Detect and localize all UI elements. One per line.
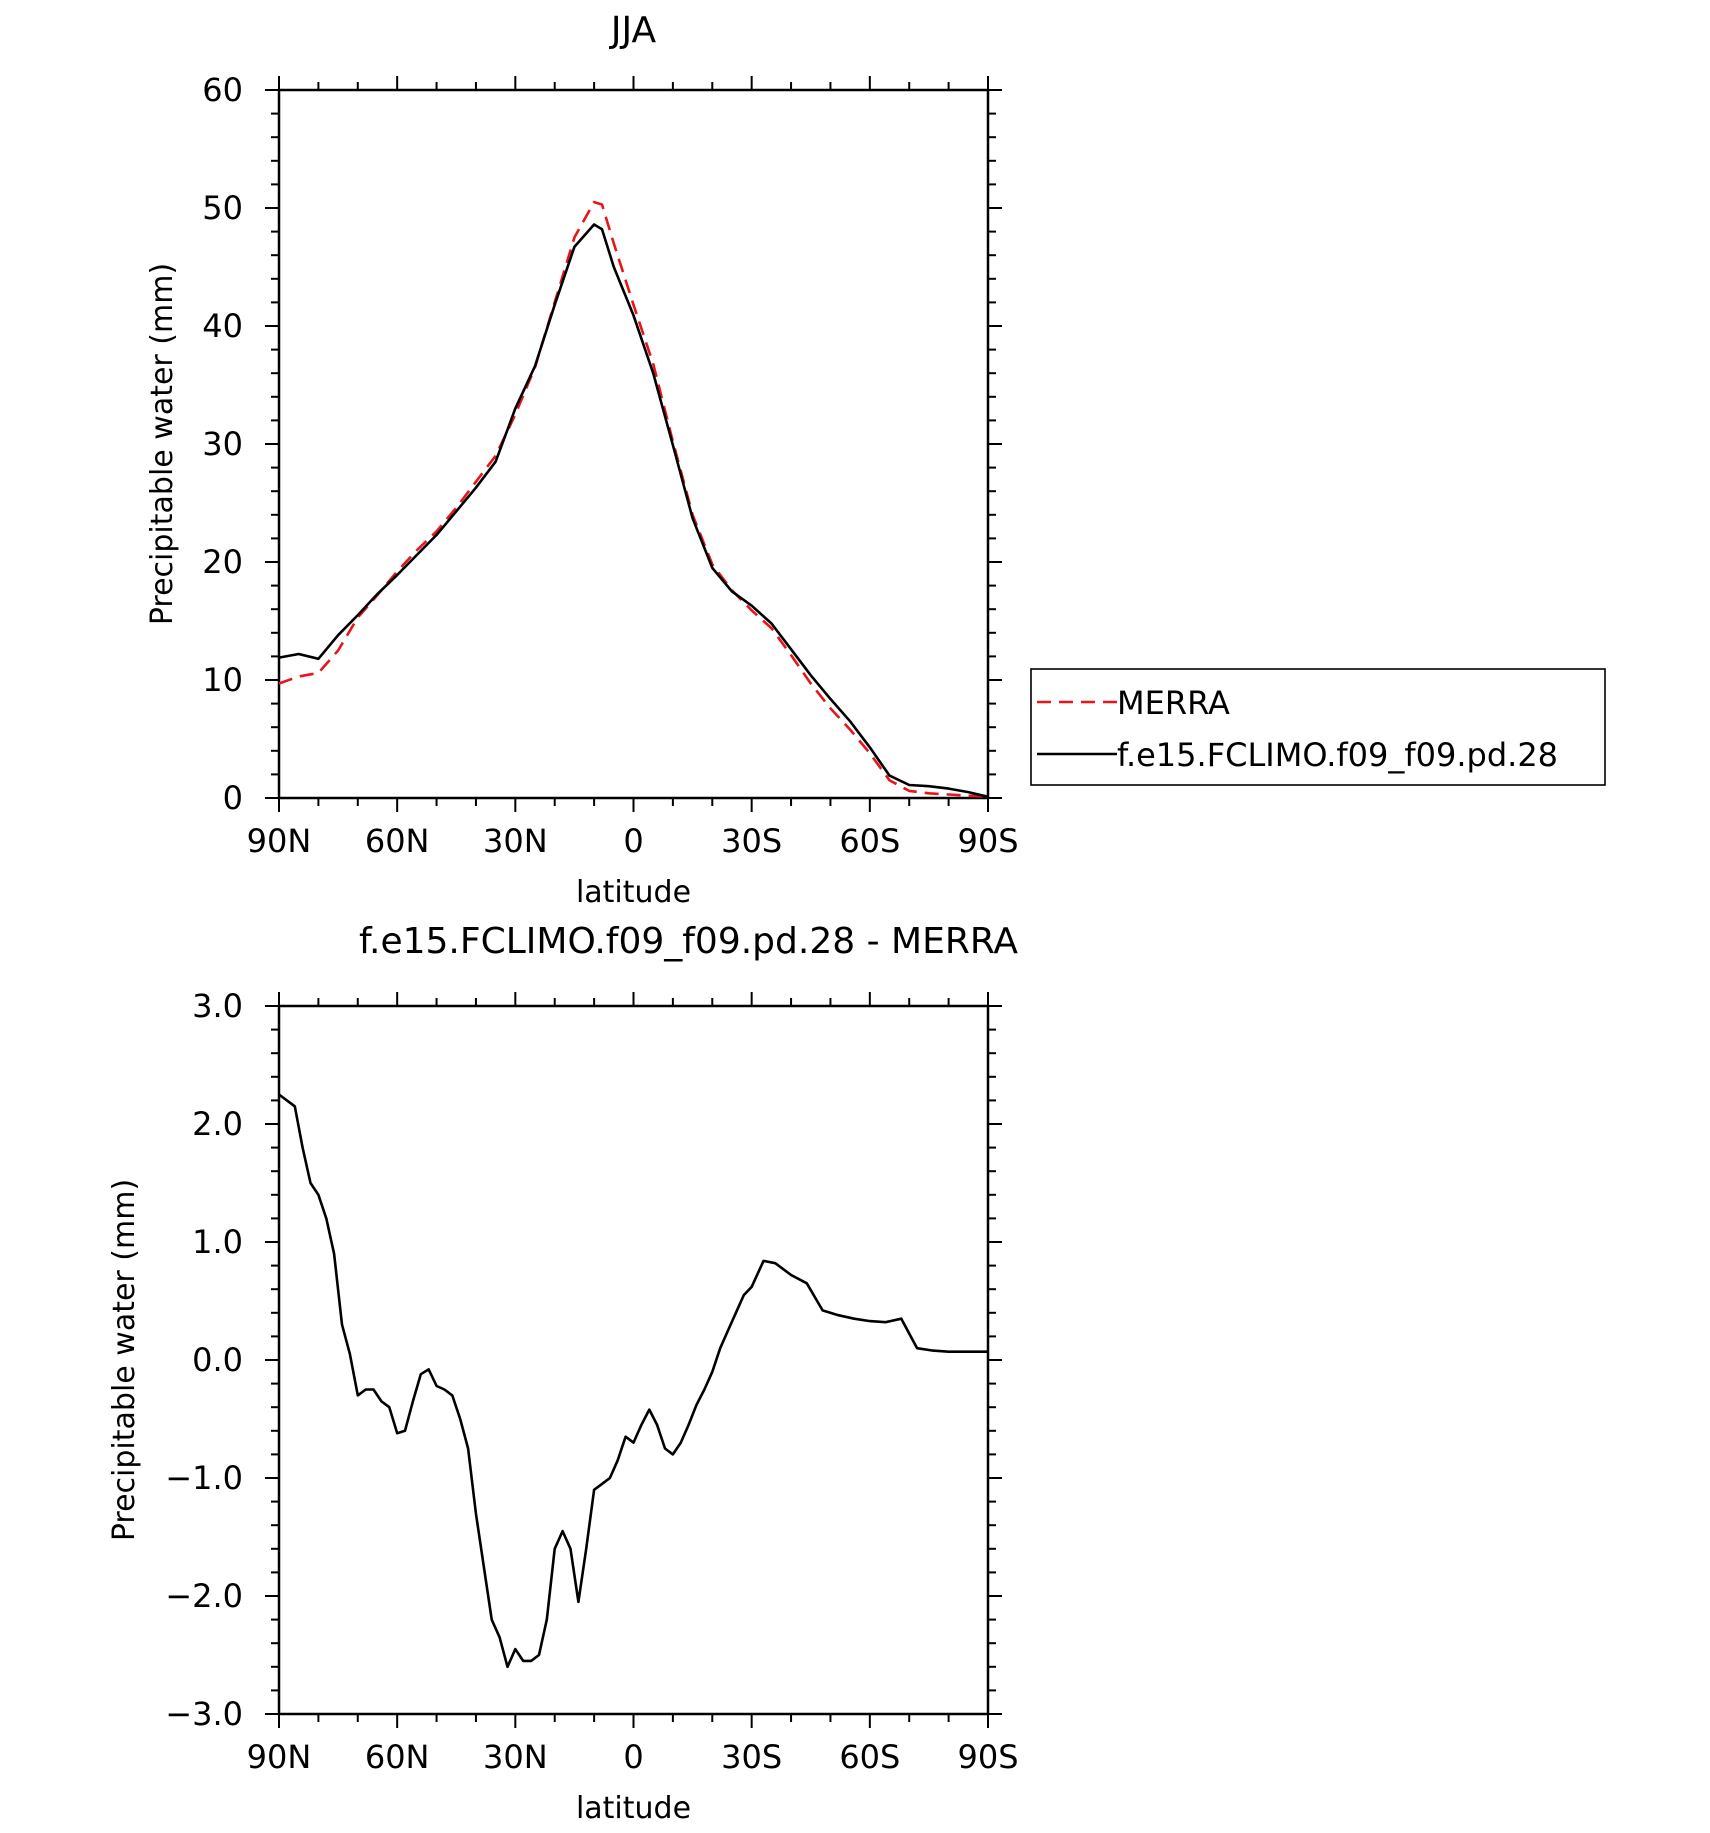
y-tick-label: −1.0 — [165, 1459, 243, 1497]
y-tick-label: 20 — [202, 543, 243, 581]
x-tick-label: 60S — [839, 1738, 900, 1776]
x-tick-label: 0 — [623, 1738, 643, 1776]
y-tick-label: 0 — [223, 779, 243, 817]
x-tick-label: 90S — [957, 822, 1018, 860]
x-tick-label: 60N — [365, 822, 430, 860]
series-line-difference — [278, 1093, 988, 1669]
x-tick-label: 30S — [721, 1738, 782, 1776]
y-axis-label: Precipitable water (mm) — [107, 1179, 142, 1541]
series-line-merra — [278, 200, 989, 799]
y-axis-label: Precipitable water (mm) — [145, 263, 180, 625]
chart-panel-2: f.e15.FCLIMO.f09_f09.pd.28 - MERRA 90N 60N… — [107, 921, 1019, 1826]
y-tick-label: 30 — [202, 425, 243, 463]
x-tick-label: 90N — [247, 822, 312, 860]
chart-panel-1: JJA 90N 60N 30N 0 30S 60S 90S 0 10 20 30 40 50 60 latit… — [145, 10, 1606, 910]
x-tick-label: 0 — [623, 822, 643, 860]
y-tick-label: 3.0 — [192, 987, 243, 1025]
y-tick-label: 0.0 — [192, 1341, 243, 1379]
legend: MERRA f.e15.FCLIMO.f09_f09.pd.28 — [1030, 668, 1606, 786]
x-tick-label: 90N — [247, 1738, 312, 1776]
y-tick-label: 10 — [202, 661, 243, 699]
x-tick-label: 30S — [721, 822, 782, 860]
x-tick-label: 60S — [839, 822, 900, 860]
y-tick-label: −3.0 — [165, 1695, 243, 1733]
y-tick-label: 50 — [202, 189, 243, 227]
legend-entry: MERRA — [1117, 684, 1230, 722]
legend-box — [1030, 668, 1606, 786]
y-tick-label: 60 — [202, 71, 243, 109]
x-tick-label: 30N — [483, 822, 548, 860]
x-axis-label: latitude — [576, 875, 691, 910]
series-line-f-e15-fclimo-f09-f09-pd-28 — [278, 223, 989, 799]
y-tick-label: −2.0 — [165, 1577, 243, 1615]
x-tick-label: 60N — [365, 1738, 430, 1776]
x-axis-label: latitude — [576, 1791, 691, 1826]
chart-title: f.e15.FCLIMO.f09_f09.pd.28 - MERRA — [359, 921, 1018, 962]
chart-title: JJA — [609, 10, 657, 51]
y-tick-label: 2.0 — [192, 1105, 243, 1143]
x-tick-label: 30N — [483, 1738, 548, 1776]
plot-frame — [277, 1004, 990, 1716]
x-tick-label: 90S — [957, 1738, 1018, 1776]
y-tick-label: 1.0 — [192, 1223, 243, 1261]
legend-entry: f.e15.FCLIMO.f09_f09.pd.28 — [1117, 736, 1558, 774]
plot-frame — [277, 88, 990, 800]
y-tick-label: 40 — [202, 307, 243, 345]
